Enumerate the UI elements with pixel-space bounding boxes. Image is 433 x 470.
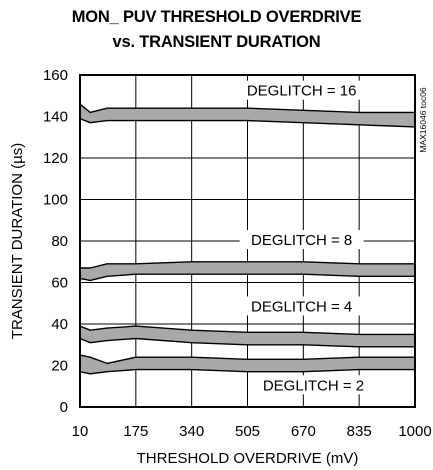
y-tick-label: 140	[43, 109, 68, 126]
x-tick-label: 505	[235, 423, 260, 440]
chart-subtitle: vs. TRANSIENT DURATION	[112, 33, 321, 51]
y-tick-label: 160	[43, 67, 68, 84]
y-tick-label: 0	[60, 399, 68, 416]
y-axis-label: TRANSIENT DURATION (µs)	[9, 143, 26, 339]
series-label-background	[239, 230, 364, 250]
x-tick-label: 835	[347, 423, 372, 440]
y-tick-label: 20	[51, 358, 68, 375]
series-label-2: DEGLITCH = 8	[251, 232, 352, 249]
x-tick-label: 10	[72, 423, 89, 440]
plot-frame	[79, 74, 416, 408]
y-tick-label: 120	[43, 150, 68, 167]
x-axis-label: THRESHOLD OVERDRIVE (mV)	[137, 450, 359, 467]
series-label-4: DEGLITCH = 2	[263, 377, 364, 394]
series-label-1: DEGLITCH = 16	[247, 83, 357, 100]
x-tick-labels: 10 175 340 505 670 835 1000	[72, 423, 432, 440]
series-label-background	[239, 80, 364, 100]
x-tick-label: 175	[123, 423, 148, 440]
figure-code-label: MAX16046 toc06	[418, 87, 428, 152]
series-label-background	[239, 296, 364, 316]
y-tick-label: 40	[51, 316, 68, 333]
y-tick-label: 100	[43, 192, 68, 209]
y-tick-label: 60	[51, 275, 68, 292]
chart-title: MON_ PUV THRESHOLD OVERDRIVE	[71, 8, 362, 26]
x-tick-label: 1000	[398, 423, 431, 440]
x-tick-label: 670	[291, 423, 316, 440]
y-tick-labels: 0 20 40 60 80 100 120 140 160	[43, 67, 68, 416]
series-label-3: DEGLITCH = 4	[251, 298, 352, 315]
x-tick-label: 340	[179, 423, 204, 440]
series-label-background	[251, 375, 376, 395]
plot-border	[79, 74, 416, 408]
series-labels: DEGLITCH = 16 DEGLITCH = 8 DEGLITCH = 4 DEG…	[239, 80, 376, 395]
y-tick-label: 80	[51, 233, 68, 250]
